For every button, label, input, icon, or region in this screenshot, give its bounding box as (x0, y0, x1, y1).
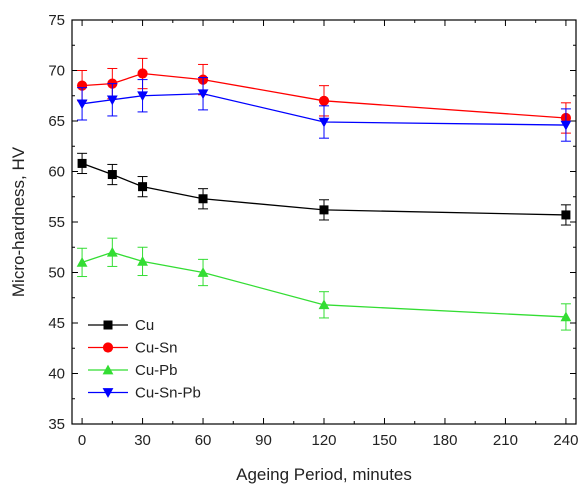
series-cu-pb (76, 237, 572, 331)
x-tick-label: 120 (311, 432, 336, 449)
series-line-cu-sn-pb (81, 93, 566, 126)
series-cu (77, 152, 571, 226)
legend-label: Cu-Sn-Pb (135, 385, 201, 402)
legend-marker (102, 342, 114, 353)
y-tick-label: 75 (48, 12, 65, 29)
data-point-cu-sn-pb (197, 89, 209, 100)
y-tick-label: 60 (48, 164, 65, 181)
y-tick-label: 45 (48, 315, 65, 332)
y-tick-label: 50 (48, 265, 65, 282)
series-group (76, 57, 572, 331)
data-point-cu-sn-pb (137, 91, 148, 102)
legend-label: Cu-Pb (135, 362, 178, 379)
legend-marker (102, 364, 114, 375)
y-tick-label: 35 (48, 416, 65, 433)
y-tick-label: 70 (48, 63, 65, 80)
data-point-cu-sn-pb (560, 120, 572, 131)
legend-item-cu: Cu (88, 317, 154, 334)
x-tick-label: 180 (432, 432, 457, 449)
y-tick-label: 40 (48, 366, 65, 383)
data-point-cu-pb (318, 299, 330, 310)
y-tick-label: 65 (48, 113, 65, 130)
y-tick-label: 55 (48, 214, 65, 231)
x-tick-label: 30 (134, 432, 151, 449)
x-axis-title: Ageing Period, minutes (236, 465, 412, 484)
data-point-cu-pb (560, 311, 572, 322)
x-tick-label: 0 (78, 432, 86, 449)
axes: 0 30 60 90 120 150 180 210 240 35 40 45 50 55 60 65 70 75 (48, 12, 578, 449)
data-point-cu (561, 210, 571, 220)
legend-item-cu-sn: Cu-Sn (88, 340, 178, 357)
data-point-cu-sn (318, 95, 330, 106)
legend-item-cu-pb: Cu-Pb (88, 362, 178, 379)
data-point-cu-sn (76, 80, 88, 91)
legend-item-cu-sn-pb: Cu-Sn-Pb (88, 385, 201, 402)
legend-label: Cu (135, 317, 154, 334)
data-point-cu-sn (137, 68, 148, 79)
x-tick-label: 240 (553, 432, 578, 449)
x-tick-label: 60 (195, 432, 212, 449)
legend-marker (102, 388, 114, 398)
y-axis-title: Micro-hardness, HV (9, 146, 28, 297)
data-point-cu-pb (197, 267, 209, 277)
legend: Cu Cu-Sn Cu-Pb Cu-Sn-Pb (88, 317, 201, 402)
series-cu-sn-pb (76, 77, 572, 142)
x-tick-label: 210 (493, 432, 518, 449)
data-point-cu (138, 182, 148, 192)
data-point-cu-sn-pb (318, 117, 330, 128)
data-point-cu (77, 158, 87, 168)
series-line-cu (81, 162, 566, 216)
x-tick-label: 90 (255, 432, 272, 449)
data-point-cu (319, 205, 329, 215)
data-point-cu-pb (76, 257, 88, 267)
x-tick-label: 150 (372, 432, 397, 449)
data-point-cu-pb (137, 255, 148, 266)
data-point-cu-sn-pb (76, 99, 88, 110)
data-point-cu-sn-pb (106, 95, 118, 106)
series-line-cu-pb (81, 251, 566, 318)
data-point-cu (198, 194, 208, 204)
legend-marker (103, 320, 113, 330)
data-point-cu-pb (106, 246, 118, 257)
legend-label: Cu-Sn (135, 340, 178, 357)
data-point-cu (107, 170, 117, 180)
